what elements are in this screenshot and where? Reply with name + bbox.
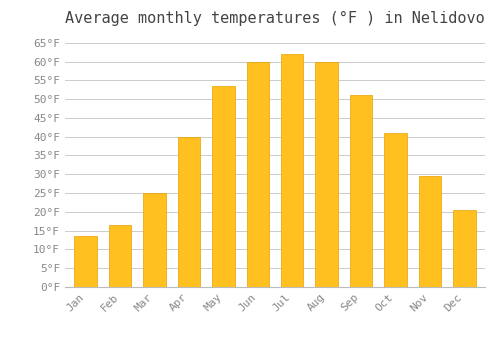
- Bar: [212, 86, 234, 287]
- Title: Average monthly temperatures (°F ) in Nelidovo: Average monthly temperatures (°F ) in Ne…: [65, 11, 485, 26]
- Bar: [316, 62, 338, 287]
- Bar: [418, 176, 441, 287]
- Bar: [453, 210, 475, 287]
- Bar: [74, 236, 97, 287]
- Bar: [246, 62, 269, 287]
- Bar: [144, 193, 166, 287]
- Bar: [178, 137, 200, 287]
- Bar: [109, 225, 132, 287]
- Bar: [384, 133, 406, 287]
- Bar: [350, 95, 372, 287]
- Bar: [281, 54, 303, 287]
